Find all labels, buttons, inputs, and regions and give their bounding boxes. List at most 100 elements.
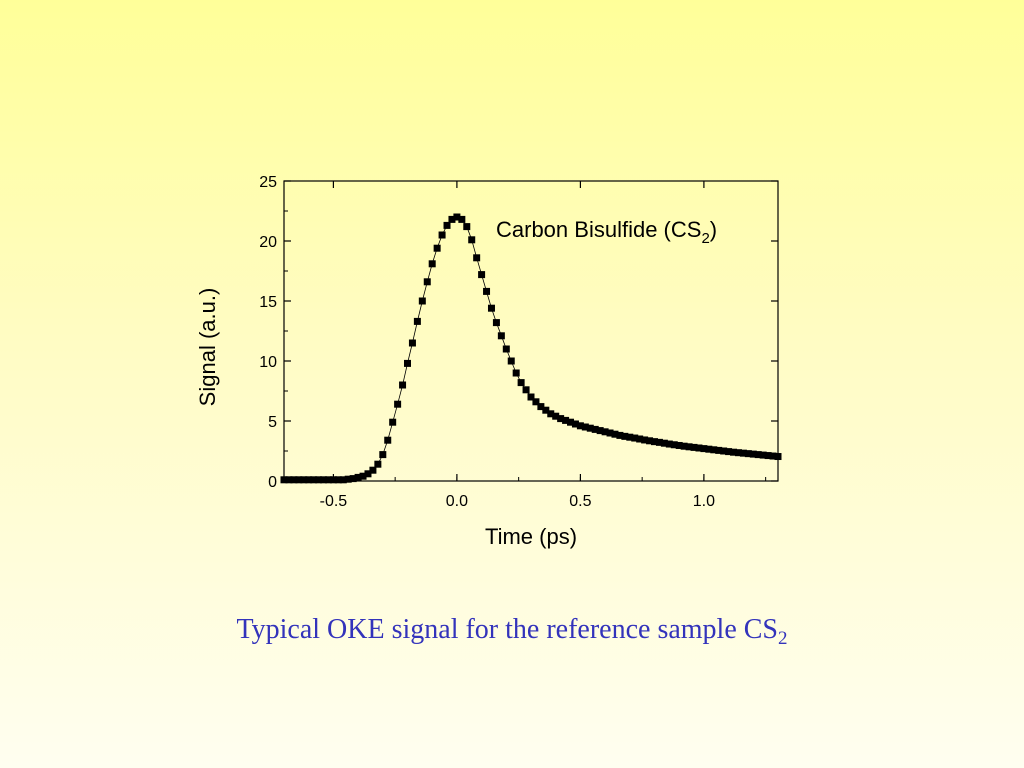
data-point: [725, 448, 733, 456]
data-point: [433, 244, 441, 252]
data-point: [532, 398, 540, 406]
chart-annotation: Carbon Bisulfide (CS2): [496, 217, 717, 247]
data-point: [576, 422, 584, 430]
data-point: [315, 476, 323, 484]
data-point: [542, 406, 550, 414]
data-point: [705, 445, 713, 453]
data-point: [285, 476, 293, 484]
data-point: [423, 278, 431, 286]
data-point: [463, 223, 471, 231]
data-point: [552, 412, 560, 420]
plot-area: [280, 213, 782, 484]
x-tick-label: -0.5: [320, 493, 348, 510]
data-point: [596, 427, 604, 435]
y-tick-label: 5: [268, 414, 277, 431]
annotation-subscript: 2: [701, 230, 709, 247]
data-point: [557, 415, 565, 423]
data-point: [502, 345, 510, 353]
data-point: [665, 440, 673, 448]
data-point: [408, 339, 416, 347]
data-point: [601, 428, 609, 436]
data-point: [680, 442, 688, 450]
data-point: [359, 472, 367, 480]
data-point: [646, 437, 654, 445]
data-point: [611, 430, 619, 438]
data-point: [438, 231, 446, 239]
data-point: [334, 476, 342, 484]
data-point: [384, 436, 392, 444]
annotation-suffix: ): [710, 217, 717, 242]
data-point: [655, 438, 663, 446]
caption-text: Typical OKE signal for the reference sam…: [236, 614, 778, 645]
data-point: [527, 393, 535, 401]
data-point: [695, 444, 703, 452]
data-point: [616, 431, 624, 439]
data-point: [660, 439, 668, 447]
data-point: [621, 432, 629, 440]
y-tick-label: 0: [268, 474, 277, 491]
x-tick-label: 0.5: [569, 493, 591, 510]
y-tick-label: 10: [259, 354, 277, 371]
data-point: [670, 441, 678, 449]
data-point: [478, 271, 486, 279]
series-line: [284, 216, 779, 481]
data-point: [626, 433, 634, 441]
data-point: [715, 446, 723, 454]
data-point: [443, 221, 451, 229]
data-point: [641, 436, 649, 444]
data-point: [428, 260, 436, 268]
data-point: [675, 441, 683, 449]
data-point: [690, 443, 698, 451]
data-point: [339, 476, 347, 484]
data-point: [344, 475, 352, 483]
data-point: [374, 460, 382, 468]
data-point: [310, 476, 318, 484]
data-point: [730, 448, 738, 456]
data-point: [512, 369, 520, 377]
data-point: [586, 424, 594, 432]
data-point: [290, 476, 298, 484]
data-point: [448, 215, 456, 223]
data-point: [369, 466, 377, 474]
data-point: [710, 446, 718, 454]
data-point: [418, 297, 426, 305]
data-point: [473, 254, 481, 262]
data-point: [764, 452, 772, 460]
data-point: [537, 403, 545, 411]
data-point: [581, 423, 589, 431]
data-point: [404, 359, 411, 367]
data-point: [744, 450, 752, 458]
data-point: [606, 429, 614, 437]
data-point: [759, 451, 767, 459]
data-point: [413, 317, 421, 325]
data-point: [399, 381, 407, 389]
data-point: [394, 400, 402, 408]
y-tick-label: 15: [259, 294, 277, 311]
data-point: [507, 357, 515, 365]
data-point: [547, 410, 555, 418]
x-tick-label: 0.0: [446, 493, 468, 510]
data-point: [320, 476, 328, 484]
data-point: [636, 435, 644, 443]
data-point: [562, 416, 570, 424]
data-point: [354, 473, 362, 481]
y-axis-label: Signal (a.u.): [195, 288, 220, 407]
data-point: [349, 475, 357, 483]
data-point: [591, 425, 599, 433]
data-point: [379, 451, 387, 459]
annotation-main: Carbon Bisulfide (CS: [496, 217, 701, 242]
y-tick-label: 25: [259, 174, 277, 191]
data-point: [487, 304, 495, 312]
caption-subscript: 2: [778, 628, 788, 649]
data-point: [497, 332, 505, 340]
data-point: [720, 447, 728, 455]
x-axis-label: Time (ps): [485, 524, 577, 549]
data-point: [305, 476, 313, 484]
slide-caption: Typical OKE signal for the reference sam…: [0, 614, 1024, 649]
data-point: [389, 418, 397, 426]
data-point: [324, 476, 332, 484]
data-point: [769, 452, 777, 460]
data-point: [492, 319, 500, 327]
data-point: [522, 386, 530, 394]
